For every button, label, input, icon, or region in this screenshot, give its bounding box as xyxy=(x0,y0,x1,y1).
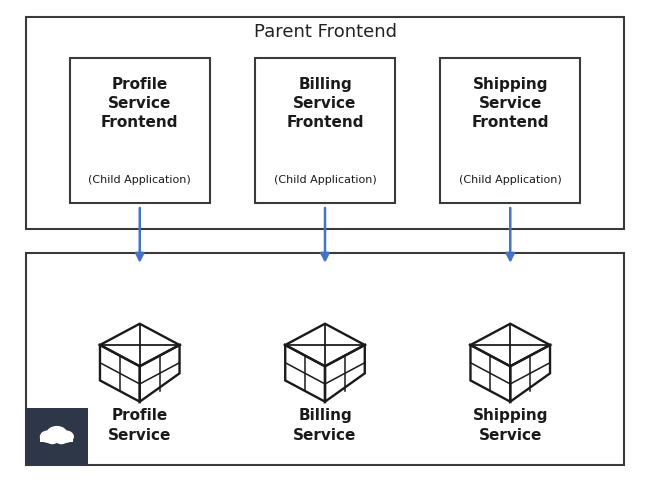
FancyBboxPatch shape xyxy=(40,437,73,442)
Circle shape xyxy=(40,431,55,442)
FancyBboxPatch shape xyxy=(255,58,395,203)
FancyBboxPatch shape xyxy=(26,17,624,229)
FancyBboxPatch shape xyxy=(441,58,580,203)
Text: Billing
Service: Billing Service xyxy=(293,408,357,443)
Text: Shipping
Service
Frontend: Shipping Service Frontend xyxy=(471,77,549,130)
Circle shape xyxy=(58,431,73,442)
Circle shape xyxy=(47,435,58,444)
Circle shape xyxy=(56,435,67,444)
FancyBboxPatch shape xyxy=(26,408,88,465)
FancyBboxPatch shape xyxy=(26,253,624,465)
Text: Parent Frontend: Parent Frontend xyxy=(254,23,396,41)
Circle shape xyxy=(47,427,67,442)
Text: (Child Application): (Child Application) xyxy=(274,175,376,184)
Text: Billing
Service
Frontend: Billing Service Frontend xyxy=(286,77,364,130)
Text: Shipping
Service: Shipping Service xyxy=(473,408,548,443)
Text: Profile
Service: Profile Service xyxy=(108,408,172,443)
Text: (Child Application): (Child Application) xyxy=(88,175,191,184)
FancyBboxPatch shape xyxy=(70,58,209,203)
Text: Profile
Service
Frontend: Profile Service Frontend xyxy=(101,77,179,130)
Text: (Child Application): (Child Application) xyxy=(459,175,562,184)
